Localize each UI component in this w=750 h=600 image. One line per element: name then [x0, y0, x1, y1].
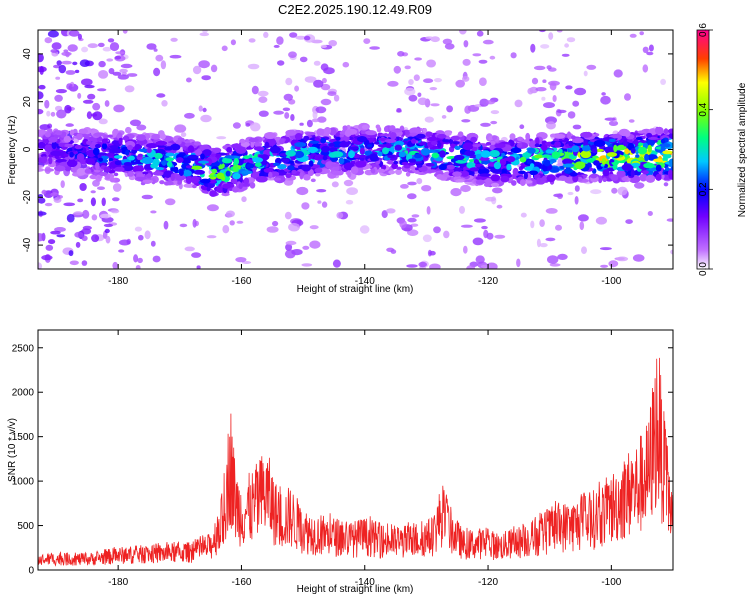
colorbar-label: Normalized spectral amplitude — [737, 82, 748, 217]
snr-x-tick-label: -160 — [231, 577, 251, 588]
spectrogram-x-tick-label: -180 — [108, 276, 128, 287]
snr-y-tick-label: 1000 — [12, 477, 35, 488]
spectrogram-x-ticks: -180 -160 -140 -120 -100 — [108, 30, 622, 287]
spectrogram-y-ticks: -40 -20 0 20 40 — [22, 48, 673, 252]
spectrogram-x-tick-label: -140 — [355, 276, 375, 287]
spectrogram-y-tick-label: -40 — [22, 237, 33, 252]
spectrogram-x-tick-label: -160 — [231, 276, 251, 287]
snr-y-axis-label: SNR (10 * v/v) — [7, 418, 18, 482]
colorbar-tick-label: 0.2 — [698, 182, 709, 196]
snr-series-line — [38, 357, 673, 567]
snr-y-tick-label: 0 — [28, 566, 34, 577]
colorbar: 0.0 0.2 0.4 0.6 Normalized spectral amplitu… — [696, 23, 748, 276]
snr-y-tick-label: 2000 — [12, 388, 35, 399]
colorbar-tick-label: 0.6 — [698, 23, 709, 37]
spectrogram-y-tick-label: -20 — [22, 190, 33, 205]
snr-x-tick-label: -180 — [108, 577, 128, 588]
snr-y-ticks: 0 500 1000 1500 2000 2500 — [12, 343, 673, 577]
spectrogram-y-axis-label: Frequency (Hz) — [7, 116, 18, 185]
figure-title: C2E2.2025.190.12.49.R09 — [278, 2, 432, 17]
snr-x-tick-label: -140 — [355, 577, 375, 588]
spectrogram-y-tick-label: 0 — [22, 146, 33, 152]
colorbar-tick-label: 0.0 — [698, 262, 709, 276]
colorbar-gradient — [696, 29, 710, 270]
snr-y-tick-label: 2500 — [12, 343, 35, 354]
snr-y-tick-label: 1500 — [12, 432, 35, 443]
snr-x-tick-label: -100 — [601, 577, 621, 588]
spectrogram-y-tick-label: 20 — [22, 96, 33, 108]
spectrogram-panel: -180 -160 -140 -120 -100 -40 -20 0 20 40 Height … — [7, 29, 674, 295]
spectrogram-x-tick-label: -100 — [601, 276, 621, 287]
spectrogram-y-tick-label: 40 — [22, 48, 33, 60]
spectrogram-x-tick-label: -120 — [478, 276, 498, 287]
snr-x-ticks: -180 -160 -140 -120 -100 — [108, 330, 622, 588]
spectrogram-image — [38, 30, 673, 269]
spectrogram-x-axis-label: Height of straight line (km) — [297, 284, 414, 295]
snr-x-axis-label: Height of straight line (km) — [297, 584, 414, 595]
snr-x-tick-label: -120 — [478, 577, 498, 588]
colorbar-ticks: 0.0 0.2 0.4 0.6 — [698, 23, 713, 276]
snr-y-tick-label: 500 — [17, 521, 34, 532]
colorbar-tick-label: 0.4 — [698, 102, 709, 116]
snr-panel: -180 -160 -140 -120 -100 0 500 1000 1500 2000 250… — [7, 329, 674, 595]
snr-frame — [37, 329, 674, 571]
